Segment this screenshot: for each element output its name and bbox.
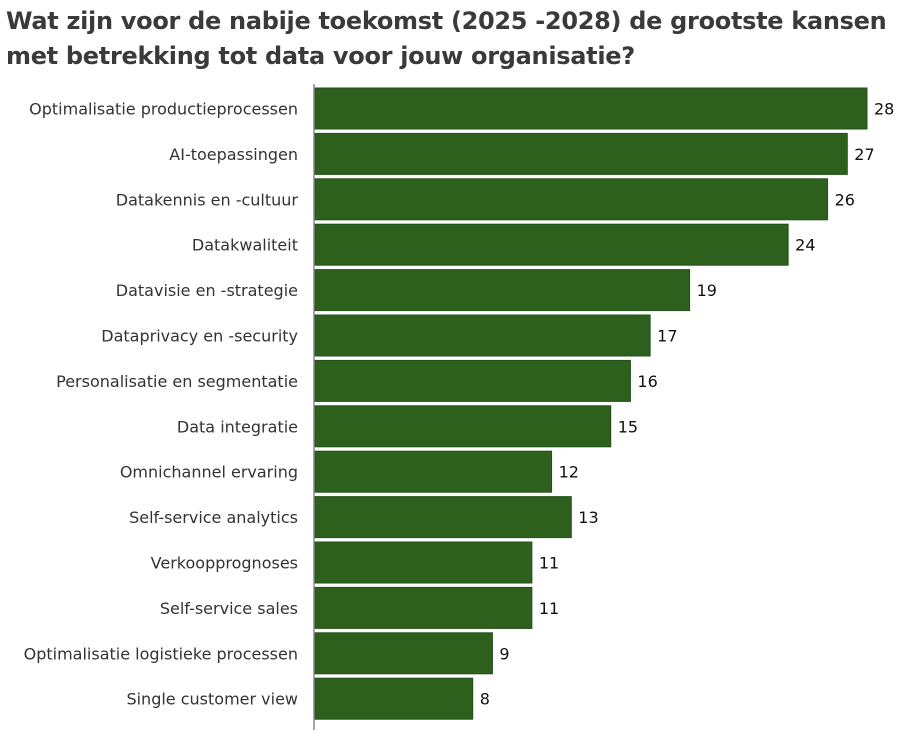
category-label: Optimalisatie logistieke processen [24,644,298,663]
value-label: 17 [657,327,677,346]
category-label: Personalisatie en segmentatie [56,372,298,391]
category-label: Datavisie en -strategie [116,281,298,300]
value-label: 27 [854,145,874,164]
category-label: Optimalisatie productieprocessen [29,100,298,119]
bar [314,496,572,539]
value-label: 19 [697,281,717,300]
value-label: 12 [559,463,579,482]
bar [314,450,553,493]
bar [314,541,533,584]
bar [314,632,493,675]
value-label: 11 [539,554,559,573]
category-label: Datakwaliteit [192,236,298,255]
value-label: 15 [618,417,638,436]
chart-title: Wat zijn voor de nabije toekomst (2025 -… [6,7,887,70]
value-label: 8 [480,690,490,709]
category-label: Dataprivacy en -security [101,327,298,346]
bar [314,405,612,448]
value-label: 16 [637,372,657,391]
bar [314,132,848,175]
bar [314,87,868,130]
bar [314,178,829,221]
bar [314,677,474,720]
category-label: Datakennis en -cultuur [116,190,299,209]
value-label: 13 [578,508,598,527]
category-label: Verkoopprognoses [151,554,298,573]
value-label: 28 [874,100,894,119]
value-label: 26 [835,190,855,209]
bar [314,269,691,312]
bar [314,586,533,629]
category-label: Self-service sales [160,599,298,618]
value-label: 24 [795,236,815,255]
value-label: 9 [499,644,509,663]
bar [314,314,651,357]
bar [314,359,631,402]
value-label: 11 [539,599,559,618]
category-label: Data integratie [177,417,298,436]
bar [314,223,789,266]
category-label: Omnichannel ervaring [120,463,298,482]
category-label: Self-service analytics [129,508,298,527]
category-label: Single customer view [126,690,298,709]
category-label: AI-toepassingen [169,145,298,164]
